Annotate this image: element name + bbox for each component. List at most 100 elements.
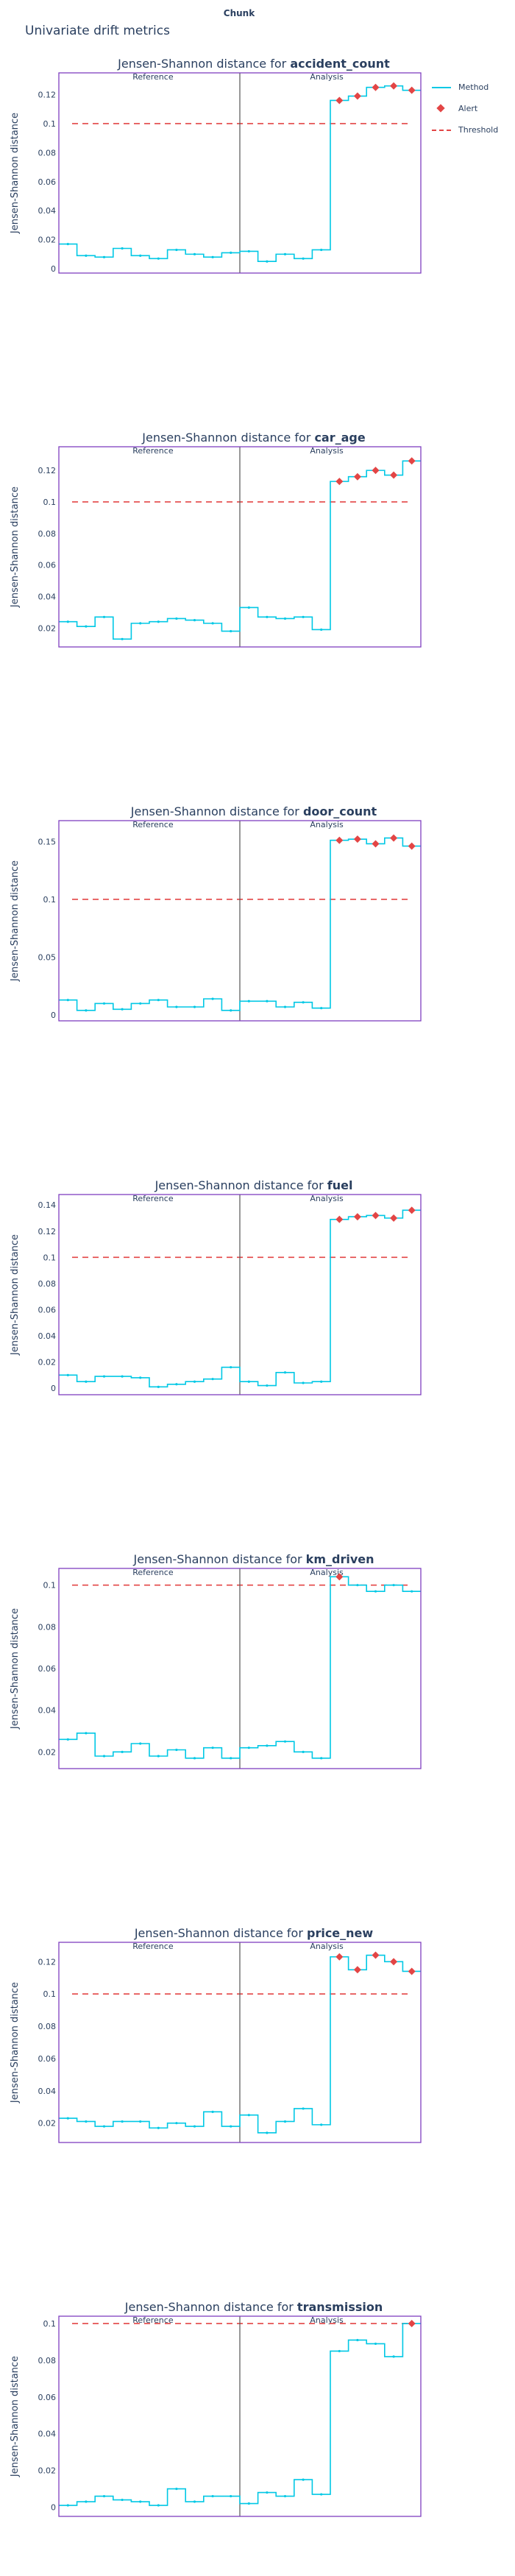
y-tick-label: 0 xyxy=(51,1011,56,1020)
metric-point xyxy=(320,1380,323,1383)
metric-point xyxy=(230,251,232,255)
y-tick-label: 0.02 xyxy=(38,623,57,633)
metric-point xyxy=(266,615,269,618)
y-tick-label: 0.06 xyxy=(38,1664,57,1674)
metric-point xyxy=(175,1383,178,1386)
y-tick-label: 0.06 xyxy=(38,2054,57,2064)
legend-item-method[interactable]: Method xyxy=(430,77,498,98)
alert-marker xyxy=(353,835,361,843)
metric-point xyxy=(302,2107,305,2110)
metric-point xyxy=(175,248,178,252)
chart-title: Jensen-Shannon distance for car_age xyxy=(141,431,366,445)
metric-point xyxy=(247,1380,250,1383)
y-tick-label: 0.1 xyxy=(43,1253,57,1262)
y-tick-label: 0 xyxy=(51,264,56,274)
analysis-label: Analysis xyxy=(310,1942,344,1951)
metric-point xyxy=(230,1757,232,1760)
y-tick-label: 0.1 xyxy=(43,1989,57,1999)
metric-point xyxy=(102,615,106,618)
metric-point xyxy=(139,1002,142,1005)
metric-point xyxy=(302,1001,305,1004)
y-tick-label: 0.02 xyxy=(38,2119,57,2129)
chart-title-feature: price_new xyxy=(307,1926,373,1940)
chart-title-feature: fuel xyxy=(327,1178,353,1192)
alert-marker xyxy=(335,478,344,486)
alert-marker xyxy=(408,1206,416,1214)
y-tick-label: 0.15 xyxy=(38,837,57,846)
y-tick-label: 0.02 xyxy=(38,1747,57,1757)
chart-title-prefix: Jensen-Shannon distance for xyxy=(124,2300,297,2314)
metric-point xyxy=(411,1590,413,1593)
legend-label-threshold: Threshold xyxy=(458,125,499,135)
metric-point xyxy=(266,2491,269,2494)
metric-step-line xyxy=(59,837,421,1011)
y-tick-label: 0.1 xyxy=(43,119,57,129)
metric-point xyxy=(193,2125,196,2128)
page-title: Univariate drift metrics xyxy=(25,24,170,38)
y-tick-label: 0.08 xyxy=(38,148,57,158)
alert-marker xyxy=(390,1958,398,1966)
metric-point xyxy=(85,625,88,628)
metric-point xyxy=(211,1378,214,1381)
metric-point xyxy=(283,1005,287,1008)
y-axis-label: Jensen-Shannon distance xyxy=(10,1234,21,1356)
metric-point xyxy=(283,2120,287,2123)
y-tick-label: 0.02 xyxy=(38,1358,57,1367)
analysis-label: Analysis xyxy=(310,1194,344,1203)
y-axis-label: Jensen-Shannon distance xyxy=(10,1982,21,2103)
chart-title: Jensen-Shannon distance for transmission xyxy=(124,2300,383,2314)
metric-point xyxy=(66,242,69,246)
alert-marker xyxy=(390,834,398,842)
alert-marker xyxy=(390,471,398,479)
analysis-label: Analysis xyxy=(310,2315,344,2325)
chart-title: Jensen-Shannon distance for door_count xyxy=(130,804,377,818)
metric-point xyxy=(66,1373,69,1376)
legend-item-threshold[interactable]: Threshold xyxy=(430,119,498,141)
metric-point xyxy=(85,2120,88,2123)
metric-point xyxy=(102,255,106,258)
analysis-label: Analysis xyxy=(310,820,344,829)
metric-point xyxy=(247,999,250,1002)
chart-price_new: Jensen-Shannon distance for price_new 0.0… xyxy=(10,1926,422,2143)
y-tick-label: 0.04 xyxy=(38,592,57,601)
alert-marker xyxy=(353,1213,361,1221)
reference-label: Reference xyxy=(132,446,174,456)
alert-marker xyxy=(408,86,416,94)
metric-point xyxy=(211,622,214,625)
legend-label-alert: Alert xyxy=(458,104,478,113)
metric-point xyxy=(66,1738,69,1741)
metric-point xyxy=(230,629,232,633)
y-tick-label: 0.08 xyxy=(38,1622,57,1632)
metric-point xyxy=(157,1755,160,1758)
y-tick-label: 0.08 xyxy=(38,1279,57,1289)
chart-fuel: Jensen-Shannon distance for fuel 0 0.02 0.0… xyxy=(10,1178,422,1395)
chart-title-feature: km_driven xyxy=(306,1552,374,1566)
metric-point xyxy=(102,2125,106,2128)
legend-item-alert[interactable]: Alert xyxy=(430,98,498,119)
metric-point xyxy=(247,2114,250,2117)
chart-title-prefix: Jensen-Shannon distance for xyxy=(154,1178,327,1192)
plot-frame xyxy=(58,820,422,1022)
metric-point xyxy=(283,252,287,255)
metric-point xyxy=(66,2117,69,2120)
metric-point xyxy=(266,2131,269,2134)
y-tick-label: 0.04 xyxy=(38,1331,57,1341)
metric-point xyxy=(230,1366,232,1369)
metric-point xyxy=(121,637,124,640)
metric-point xyxy=(102,1755,106,1758)
metric-point xyxy=(211,2494,214,2498)
reference-label: Reference xyxy=(132,1194,174,1203)
metric-point xyxy=(283,617,287,620)
metric-point xyxy=(247,606,250,609)
metric-point xyxy=(247,1747,250,1749)
y-axis-label: Jensen-Shannon distance xyxy=(10,2356,21,2477)
metric-point xyxy=(193,1757,196,1760)
alert-marker xyxy=(353,473,361,481)
metric-point xyxy=(175,2487,178,2491)
analysis-label: Analysis xyxy=(310,1568,344,1577)
y-tick-label: 0.05 xyxy=(38,953,57,963)
plot-frame xyxy=(58,1942,422,2143)
alert-marker xyxy=(408,457,416,465)
metric-point xyxy=(85,1380,88,1383)
y-tick-label: 0.12 xyxy=(38,91,57,100)
